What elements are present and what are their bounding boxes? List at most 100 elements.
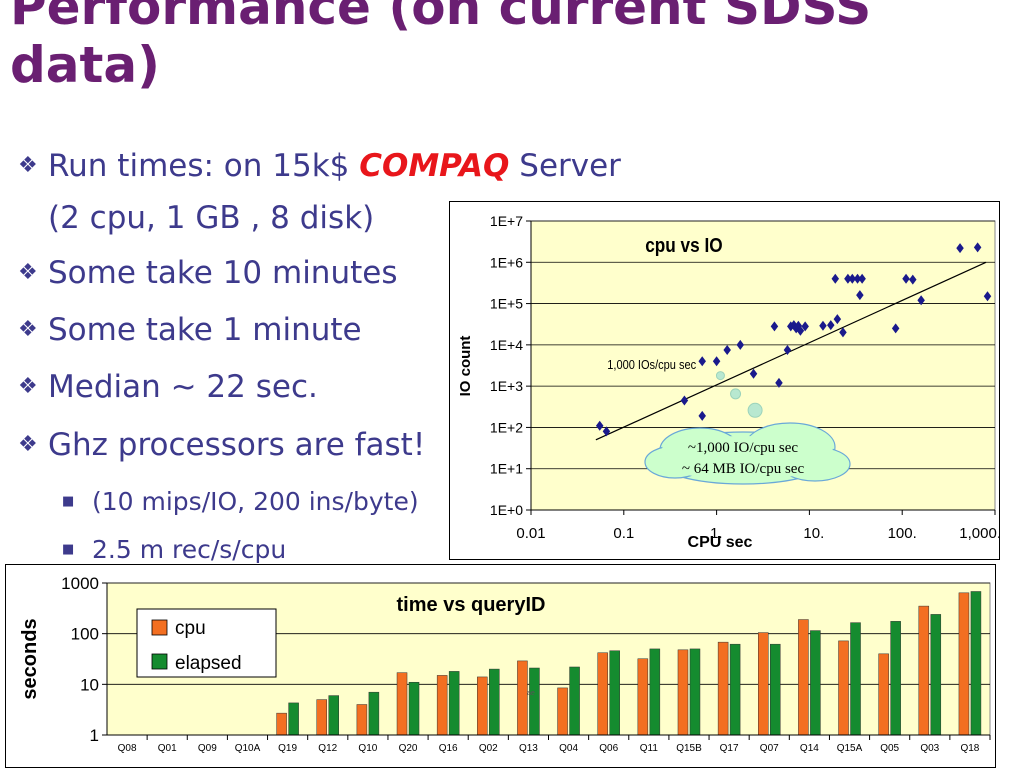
scatter-point	[956, 243, 964, 254]
scatter-point	[902, 273, 910, 284]
bar-elapsed	[770, 643, 781, 736]
scatter-point	[775, 377, 783, 388]
bar-cpu	[758, 632, 769, 736]
callout-line-1: ~1,000 IO/cpu sec	[688, 440, 799, 456]
bullet-text: (2 cpu, 1 GB , 8 disk)	[48, 200, 375, 236]
bar-elapsed	[930, 614, 942, 736]
scatter-point	[856, 290, 864, 301]
cpu-vs-io-chart: 1E+0 1E+1 1E+2 1E+3 1E+4 1E+5 1E+6 1E+7 0.01 0.1…	[449, 201, 1001, 560]
scatter-point	[833, 314, 842, 325]
faded-point	[715, 371, 725, 381]
bar-cpu	[276, 712, 287, 736]
scatter-point	[983, 291, 992, 302]
bar-cpu	[396, 672, 408, 736]
x-tick-label: 0.01	[516, 525, 545, 542]
scatter-point	[917, 295, 925, 306]
x-tick-label: Q14	[800, 743, 819, 754]
bar-cpu	[918, 605, 930, 736]
bar-elapsed	[288, 702, 299, 736]
x-tick-label: Q05	[880, 743, 899, 754]
fit-annotation: 1,000 IOs/cpu sec	[607, 357, 696, 372]
legend-label-cpu: cpu	[175, 618, 206, 639]
x-tick-label: Q02	[479, 743, 498, 754]
x-tick-label: Q15A	[837, 743, 863, 754]
x-tick-label: Q03	[920, 743, 939, 754]
bar-cpu	[677, 649, 689, 736]
bar-elapsed	[529, 667, 540, 736]
scatter-point	[736, 339, 745, 350]
subbullet-text: 2.5 m rec/s/cpu	[92, 535, 287, 564]
bar-cpu	[517, 660, 528, 736]
x-tick-label: Q16	[439, 743, 458, 754]
bar-elapsed	[569, 666, 580, 736]
scatter-point	[602, 426, 611, 437]
x-tick-label: Q01	[158, 743, 177, 754]
scatter-point	[680, 395, 689, 406]
bar-elapsed	[408, 681, 420, 736]
y-tick-label: 1E+6	[490, 254, 523, 270]
y-axis-label: seconds	[19, 618, 41, 699]
compaq-brand: COMPAQ	[359, 148, 510, 184]
square-bullet-icon: ■	[62, 542, 75, 557]
bar-elapsed	[609, 650, 620, 736]
x-tick-label: Q15B	[676, 743, 702, 754]
bar-elapsed	[689, 648, 701, 736]
scatter-point	[698, 410, 706, 421]
x-tick-label: Q19	[278, 743, 297, 754]
x-tick-label: Q18	[960, 743, 979, 754]
y-tick-label: 1E+5	[490, 296, 523, 312]
y-tick-label: 1E+7	[490, 213, 523, 229]
legend-swatch-cpu	[151, 619, 168, 636]
x-tick-label: 0.1	[613, 525, 634, 542]
bullet-run-times: ❖ Run times: on 15k$ COMPAQ Server	[18, 148, 621, 184]
x-tick-label: Q17	[720, 743, 739, 754]
bullet-1-minute: ❖ Some take 1 minute	[18, 312, 362, 348]
x-tick-label: Q13	[519, 743, 538, 754]
diamond-bullet-icon: ❖	[18, 153, 38, 178]
y-tick-label: 10	[80, 675, 99, 694]
x-tick-label: Q06	[599, 743, 618, 754]
slide-title: Performance (on current SDSS data)	[10, 0, 872, 94]
x-tick-label: 1,000.	[959, 525, 999, 542]
bar-cpu	[958, 592, 970, 736]
scatter-point	[839, 327, 847, 338]
bar-cpu	[436, 675, 448, 736]
diamond-bullet-icon: ❖	[18, 432, 38, 457]
y-tick-label: 1E+1	[490, 461, 523, 477]
scatter-point	[770, 321, 779, 332]
legend-label-elapsed: elapsed	[175, 653, 242, 674]
scatter-point	[858, 273, 866, 284]
bar-elapsed	[448, 671, 460, 736]
scatter-point	[712, 356, 721, 367]
bullet-median: ❖ Median ~ 22 sec.	[18, 369, 318, 405]
fit-line	[595, 261, 987, 441]
bar-cpu	[717, 641, 729, 736]
scatter-point	[783, 345, 792, 356]
bar-cpu	[356, 704, 368, 736]
bar-cpu	[878, 653, 889, 736]
y-tick-label: 1	[90, 726, 99, 745]
x-tick-label: 10.	[803, 525, 824, 542]
scatter-point	[796, 325, 805, 336]
bar-cpu	[477, 676, 488, 736]
x-tick-label: Q12	[318, 743, 337, 754]
x-tick-label: Q07	[760, 743, 779, 754]
x-tick-label: Q08	[118, 743, 137, 754]
bar-elapsed	[368, 691, 380, 736]
scatter-point	[595, 420, 604, 431]
legend: cpu elapsed	[136, 608, 277, 678]
x-tick-label: Q09	[198, 743, 217, 754]
bullet-text: Some take 1 minute	[48, 312, 362, 348]
time-vs-queryid-chart: 1 10 100 1000 Q08 Q01 Q09 Q10A Q19 Q12 Q10 Q20 Q16 Q…	[5, 564, 996, 768]
scatter-point	[853, 273, 862, 284]
bar-elapsed	[890, 621, 901, 736]
bar-cpu	[637, 658, 649, 736]
bullet-text: Ghz processors are fast!	[48, 427, 426, 463]
bar-elapsed	[649, 648, 661, 736]
cpu-vs-io-svg: 1E+0 1E+1 1E+2 1E+3 1E+4 1E+5 1E+6 1E+7 0.01 0.1…	[457, 213, 1001, 551]
x-tick-label: 1.	[710, 525, 723, 542]
x-axis-label: CPU sec	[688, 534, 753, 551]
y-tick-label: 1E+4	[490, 337, 523, 353]
x-tick-label: 100.	[888, 525, 917, 542]
bar-cpu	[838, 640, 849, 736]
